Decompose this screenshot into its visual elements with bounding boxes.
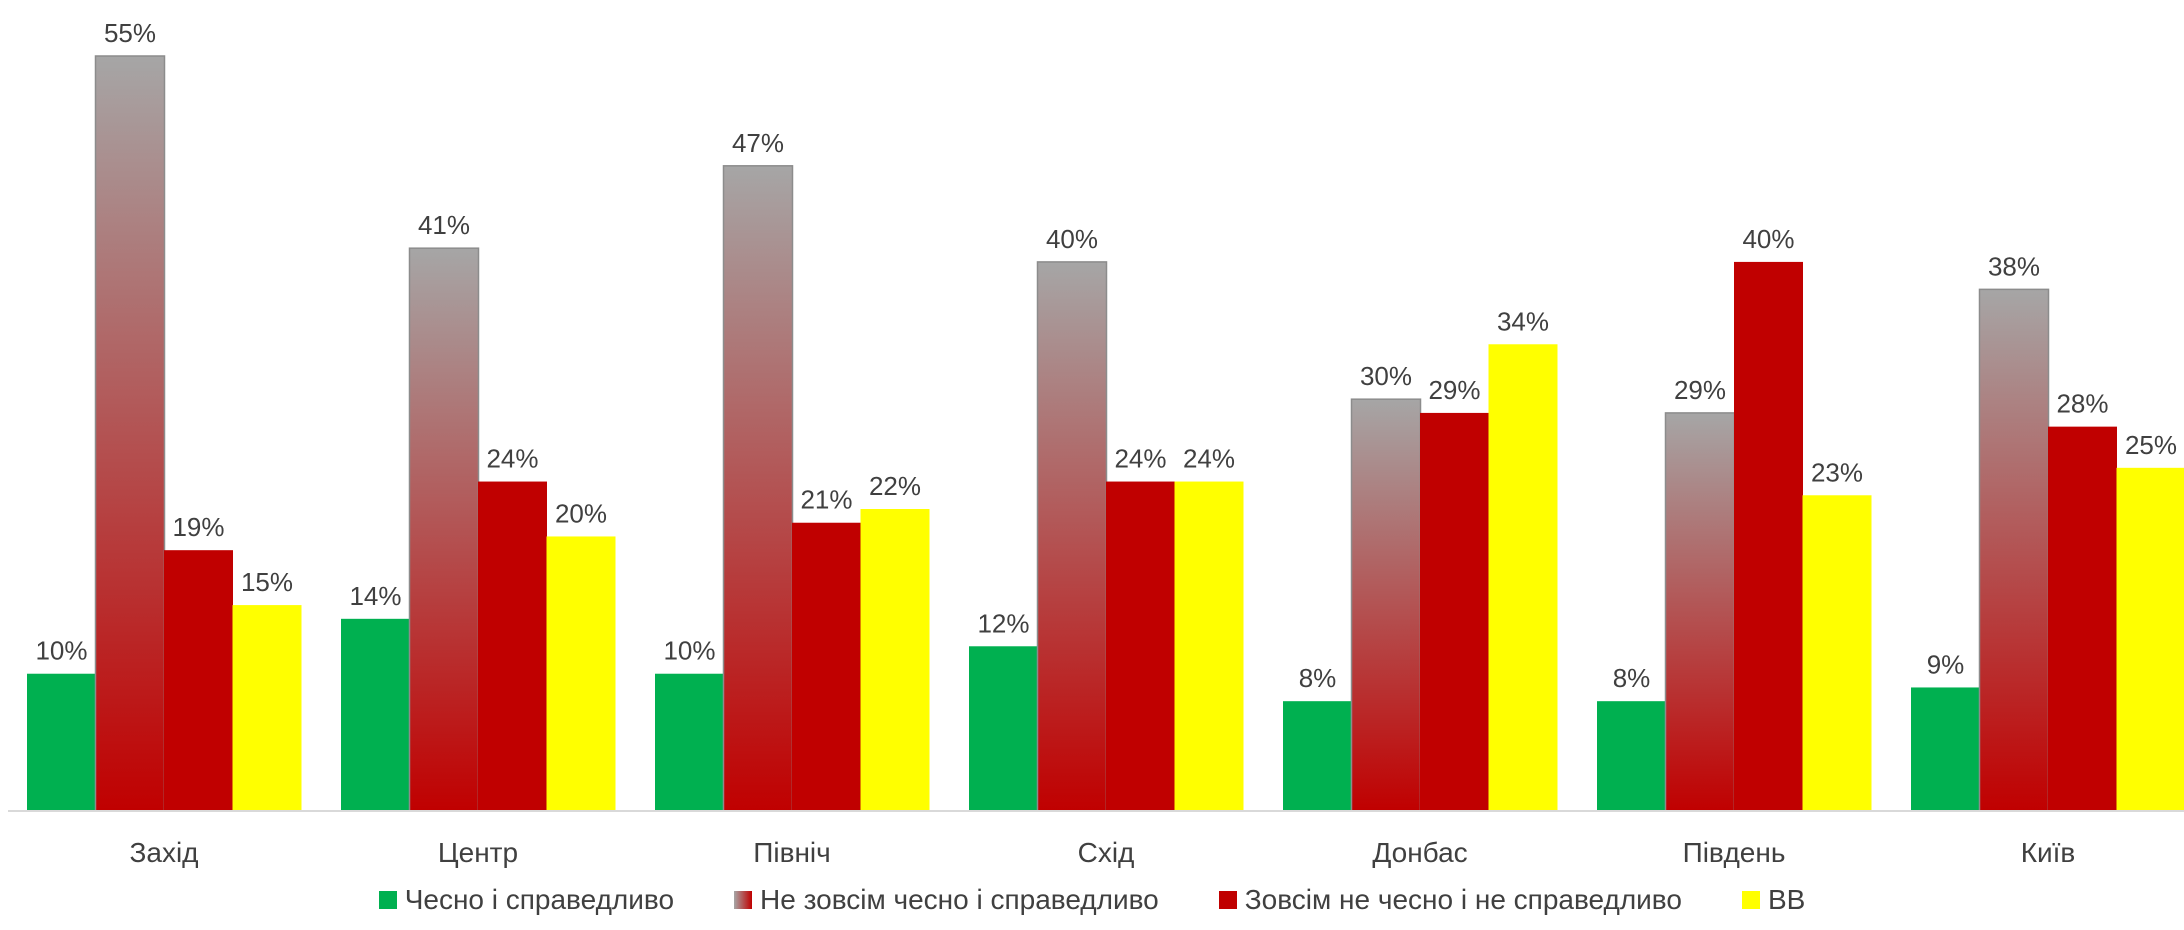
bar-Центр-series-2 xyxy=(408,247,480,812)
data-label: 10% xyxy=(663,636,715,666)
data-label: 22% xyxy=(869,471,921,501)
bar-Схід-series-1 xyxy=(969,646,1038,811)
bar-Захід-series-1 xyxy=(27,673,96,811)
data-label: 24% xyxy=(1114,444,1166,474)
bar-Захід-series-3 xyxy=(164,550,233,811)
data-label: 15% xyxy=(241,567,293,597)
data-label: 23% xyxy=(1811,457,1863,487)
data-label: 21% xyxy=(800,485,852,515)
bar-Схід-series-2 xyxy=(1036,261,1108,812)
data-label: 38% xyxy=(1988,251,2040,281)
legend-label: ВВ xyxy=(1767,884,1806,915)
data-label: 8% xyxy=(1299,663,1337,693)
legend-swatch xyxy=(378,891,397,909)
data-label: 12% xyxy=(977,608,1029,638)
data-label: 30% xyxy=(1360,361,1412,391)
bar-Південь-series-2 xyxy=(1664,412,1736,812)
category-label: Захід xyxy=(129,837,198,868)
bar-Північ-series-4 xyxy=(860,509,930,811)
bar-Захід-series-4 xyxy=(232,605,302,811)
data-label: 9% xyxy=(1927,649,1965,679)
data-label: 24% xyxy=(1183,444,1235,474)
category-label: Схід xyxy=(1078,837,1135,868)
data-label: 29% xyxy=(1428,375,1480,405)
bar-Південь-series-1 xyxy=(1597,701,1666,811)
bar-Північ-series-1 xyxy=(655,673,724,811)
data-label: 10% xyxy=(35,636,87,666)
bar-Схід-series-3 xyxy=(1106,481,1175,811)
bar-Центр-series-4 xyxy=(546,536,616,811)
bar-Київ-series-2 xyxy=(1978,288,2050,812)
data-label: 24% xyxy=(486,444,538,474)
data-label: 34% xyxy=(1497,306,1549,336)
data-label: 29% xyxy=(1674,375,1726,405)
data-label: 41% xyxy=(418,210,470,240)
legend-item: Зовсім не чесно і не справедливо xyxy=(1218,884,1682,916)
legend-label: Не зовсім чесно і справедливо xyxy=(760,884,1159,915)
data-label: 40% xyxy=(1742,224,1794,254)
category-label: Центр xyxy=(438,837,518,868)
legend: Чесно і справедливо Не зовсім чесно і спр… xyxy=(0,884,2184,916)
legend-item: Чесно і справедливо xyxy=(378,884,675,916)
data-label: 47% xyxy=(732,128,784,158)
bar-Донбас-series-3 xyxy=(1420,412,1489,811)
bar-Захід-series-2 xyxy=(94,55,166,812)
bars-layer xyxy=(27,55,2184,812)
bar-Донбас-series-1 xyxy=(1283,701,1352,811)
category-label: Північ xyxy=(753,837,831,868)
data-label: 40% xyxy=(1046,224,1098,254)
legend-label: Зовсім не чесно і не справедливо xyxy=(1244,884,1682,915)
labels-layer: 10% 55% 19% 15% Захід 14% 41% 24% 20% Центр 10% 47%… xyxy=(35,18,2177,868)
category-label: Донбас xyxy=(1372,837,1467,868)
category-label: Київ xyxy=(2021,837,2076,868)
data-label: 28% xyxy=(2056,389,2108,419)
bar-Центр-series-1 xyxy=(341,618,410,811)
bar-Північ-series-3 xyxy=(792,522,861,811)
data-label: 19% xyxy=(172,512,224,542)
bar-Донбас-series-4 xyxy=(1488,344,1558,811)
legend-item: ВВ xyxy=(1741,884,1806,916)
bar-Схід-series-4 xyxy=(1174,481,1244,811)
legend-label: Чесно і справедливо xyxy=(404,884,675,915)
data-label: 8% xyxy=(1613,663,1651,693)
category-label: Південь xyxy=(1683,837,1786,868)
bar-Донбас-series-2 xyxy=(1350,398,1422,812)
bar-Київ-series-1 xyxy=(1911,687,1980,811)
bar-Київ-series-3 xyxy=(2048,426,2117,811)
bar-Південь-series-4 xyxy=(1802,495,1872,811)
legend-swatch xyxy=(734,891,753,909)
bar-Південь-series-3 xyxy=(1734,261,1803,812)
data-label: 14% xyxy=(349,581,401,611)
data-label: 25% xyxy=(2125,430,2177,460)
bar-Північ-series-2 xyxy=(722,165,794,812)
data-label: 55% xyxy=(104,18,156,48)
legend-swatch xyxy=(1218,891,1237,909)
bar-Центр-series-3 xyxy=(478,481,547,811)
legend-swatch xyxy=(1741,891,1760,909)
legend-item: Не зовсім чесно і справедливо xyxy=(734,884,1159,916)
data-label: 20% xyxy=(555,498,607,528)
bar-Київ-series-4 xyxy=(2116,467,2184,811)
